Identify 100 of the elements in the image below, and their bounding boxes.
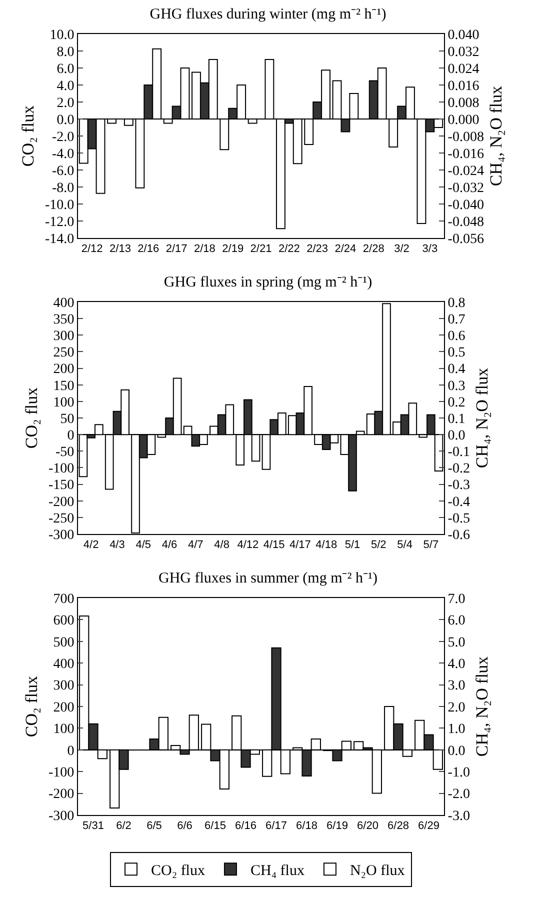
x-tick-label: 6/5 bbox=[146, 820, 162, 832]
x-tick-label: 2/22 bbox=[278, 243, 300, 256]
y2-tick-label: -0.032 bbox=[448, 180, 484, 196]
y-tick-label: 0 bbox=[67, 744, 74, 759]
x-tick-label: 5/1 bbox=[344, 539, 360, 552]
x-tick-label: 5/4 bbox=[397, 539, 412, 552]
y-tick-label: -250 bbox=[48, 511, 74, 526]
x-tick-label: 2/23 bbox=[306, 243, 328, 256]
y2-tick-label: 7.0 bbox=[448, 592, 466, 607]
x-tick-label: 6/28 bbox=[388, 820, 409, 832]
y-tick-label: 4.0 bbox=[56, 78, 74, 94]
x-tick-label: 2/19 bbox=[222, 243, 244, 256]
y-tick-label: 250 bbox=[53, 346, 74, 361]
x-tick-label: 2/12 bbox=[81, 243, 103, 256]
y2-tick-label: 3.0 bbox=[448, 678, 466, 694]
y2-tick-label: 0.8 bbox=[448, 296, 466, 311]
y2-tick-label: -0.4 bbox=[448, 494, 470, 510]
x-tick-label: 6/16 bbox=[235, 820, 256, 832]
x-tick-label: 5/31 bbox=[82, 820, 104, 832]
x-tick-label: 2/28 bbox=[362, 243, 384, 256]
y-tick-label: -12.0 bbox=[45, 214, 74, 230]
y2-tick-label: 6.0 bbox=[448, 614, 466, 629]
y2-tick-label: 0.008 bbox=[448, 96, 480, 111]
x-tick-label: 6/20 bbox=[357, 820, 378, 832]
x-tick-label: 4/6 bbox=[162, 539, 178, 552]
y-tick-label: -50 bbox=[56, 445, 74, 460]
legend-label: N₂O flux bbox=[350, 862, 406, 879]
y2-tick-label: -0.6 bbox=[448, 528, 470, 543]
y2-tick-label: -0.056 bbox=[448, 232, 484, 247]
y-tick-label: 6.0 bbox=[56, 62, 74, 77]
y-axis-title: CO₂ flux bbox=[22, 675, 42, 738]
x-tick-label: 6/19 bbox=[326, 820, 348, 832]
x-tick-label: 6/2 bbox=[116, 820, 132, 832]
y2-axis-title: CH₄, N₂O flux bbox=[486, 85, 506, 186]
y2-tick-label: 0.024 bbox=[448, 62, 480, 77]
x-tick-label: 4/12 bbox=[237, 539, 259, 552]
y2-tick-label: -0.5 bbox=[448, 511, 470, 526]
y2-tick-label: 0.032 bbox=[448, 44, 480, 60]
y-tick-label: -300 bbox=[48, 528, 74, 543]
x-tick-label: 6/17 bbox=[266, 820, 287, 832]
legend-label: CH₄ flux bbox=[250, 862, 305, 879]
x-tick-label: 4/8 bbox=[214, 539, 230, 552]
y2-tick-label: 1.0 bbox=[448, 722, 466, 738]
y-tick-label: 500 bbox=[53, 635, 74, 650]
y-tick-label: 300 bbox=[53, 678, 74, 694]
y-tick-label: 200 bbox=[53, 362, 74, 378]
y2-tick-label: 0.016 bbox=[448, 78, 480, 94]
y-tick-label: 300 bbox=[53, 329, 74, 344]
y-tick-label: 10.0 bbox=[50, 28, 74, 43]
x-tick-label: 5/7 bbox=[423, 539, 439, 552]
y2-axis-title: CH₄, N₂O flux bbox=[472, 656, 492, 757]
x-tick-label: 6/29 bbox=[418, 820, 440, 832]
y-tick-label: 0.0 bbox=[56, 112, 74, 128]
y2-tick-label: -3.0 bbox=[448, 808, 470, 824]
x-tick-label: 2/21 bbox=[250, 243, 272, 256]
y2-tick-label: -0.048 bbox=[448, 214, 484, 230]
y2-tick-label: -0.008 bbox=[448, 130, 484, 145]
y-tick-label: -300 bbox=[48, 808, 74, 824]
y2-tick-label: 0.0 bbox=[448, 428, 466, 444]
x-tick-label: 2/18 bbox=[194, 243, 216, 256]
x-tick-label: 4/5 bbox=[136, 539, 152, 552]
x-tick-label: 4/17 bbox=[290, 539, 311, 552]
y2-tick-label: 0.4 bbox=[448, 362, 466, 378]
y-tick-label: 600 bbox=[53, 614, 74, 629]
y-tick-label: -150 bbox=[48, 478, 74, 494]
y-tick-label: 700 bbox=[53, 592, 74, 607]
y-tick-label: -4.0 bbox=[52, 146, 74, 162]
y2-tick-label: 0.2 bbox=[448, 395, 466, 410]
y-tick-label: 350 bbox=[53, 312, 74, 328]
y-tick-label: -14.0 bbox=[45, 232, 74, 247]
y-tick-label: 400 bbox=[53, 657, 74, 672]
x-tick-label: 4/2 bbox=[83, 539, 99, 552]
chart-title: GHG fluxes in summer (mg m⁻² h⁻¹) bbox=[158, 570, 378, 586]
y-tick-label: -200 bbox=[48, 494, 74, 510]
x-tick-label: 5/2 bbox=[370, 539, 386, 552]
y-tick-label: 100 bbox=[53, 395, 74, 410]
y-tick-label: 200 bbox=[53, 700, 74, 716]
y-tick-label: -8.0 bbox=[52, 180, 74, 196]
x-tick-label: 3/2 bbox=[394, 243, 410, 256]
y2-tick-label: 0.5 bbox=[448, 346, 466, 361]
y-tick-label: 50 bbox=[60, 412, 74, 427]
y2-tick-label: 2.0 bbox=[448, 700, 466, 716]
y-tick-label: -2.0 bbox=[52, 130, 74, 145]
y-tick-label: -10.0 bbox=[45, 198, 74, 213]
y2-tick-label: -0.3 bbox=[448, 478, 470, 494]
y-tick-label: 0 bbox=[67, 428, 74, 444]
chart-title: GHG fluxes during winter (mg m⁻² h⁻¹) bbox=[150, 6, 386, 22]
y-tick-label: -100 bbox=[48, 766, 74, 780]
x-tick-label: 4/15 bbox=[263, 539, 285, 552]
x-tick-label: 6/6 bbox=[177, 820, 192, 832]
y-tick-label: 100 bbox=[53, 722, 74, 738]
y2-tick-label: 4.0 bbox=[448, 657, 466, 672]
y-tick-label: 150 bbox=[53, 378, 74, 394]
x-tick-label: 3/3 bbox=[422, 243, 438, 256]
y2-tick-label: -1.0 bbox=[448, 766, 470, 780]
x-tick-label: 2/17 bbox=[166, 243, 188, 256]
y-tick-label: 400 bbox=[53, 296, 74, 311]
y2-tick-label: 0.0 bbox=[448, 744, 466, 759]
y2-tick-label: 0.6 bbox=[448, 329, 466, 344]
y-axis-title: CO₂ flux bbox=[18, 104, 38, 167]
